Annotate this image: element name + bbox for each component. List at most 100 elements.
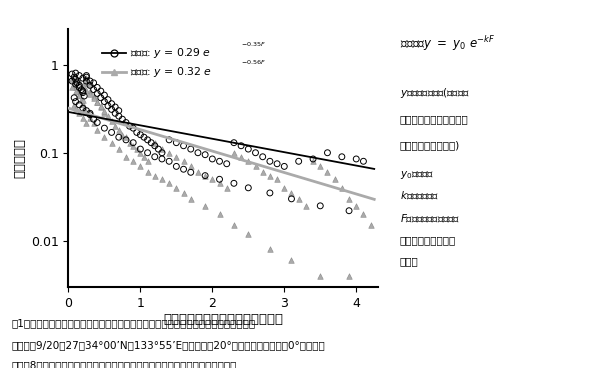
Point — [85, 91, 95, 97]
Text: $k$；　吸光係数: $k$； 吸光係数 — [400, 189, 439, 201]
Point — [150, 143, 159, 149]
Point — [146, 140, 156, 146]
Point — [114, 134, 124, 140]
Point — [82, 75, 91, 81]
Point — [164, 158, 174, 164]
Point — [92, 99, 102, 105]
Point — [129, 143, 138, 149]
Point — [178, 143, 188, 149]
Point — [143, 150, 152, 156]
Point — [229, 150, 239, 156]
Point — [125, 123, 134, 129]
Point — [70, 81, 79, 87]
Point — [139, 134, 149, 140]
Point — [243, 185, 253, 191]
Point — [132, 130, 142, 135]
Point — [359, 212, 368, 217]
Point — [114, 108, 124, 114]
Point — [82, 72, 91, 78]
Point — [92, 91, 102, 96]
Point — [345, 196, 354, 202]
Point — [78, 82, 87, 88]
Point — [157, 156, 167, 162]
Point — [78, 97, 87, 103]
Point — [164, 150, 174, 156]
Point — [80, 93, 89, 99]
Point — [265, 158, 275, 164]
Point — [287, 196, 296, 202]
Point — [71, 105, 80, 111]
Point — [186, 146, 196, 152]
Point — [178, 158, 188, 164]
Point — [315, 163, 325, 169]
Point — [67, 85, 77, 91]
Point — [208, 156, 217, 162]
Point — [71, 70, 80, 76]
Point — [74, 72, 84, 78]
Point — [85, 82, 95, 88]
Point — [258, 169, 268, 175]
Point — [96, 95, 105, 101]
Point — [78, 90, 87, 96]
Text: 傾斜地: $y$ = 0.29 $e$: 傾斜地: $y$ = 0.29 $e$ — [130, 46, 211, 60]
Point — [258, 154, 268, 160]
Point — [250, 150, 260, 156]
Point — [215, 158, 224, 164]
Point — [150, 140, 159, 146]
Point — [315, 203, 325, 209]
Point — [201, 173, 210, 178]
Point — [71, 77, 80, 82]
Point — [150, 173, 159, 178]
Point — [143, 169, 152, 175]
Point — [89, 120, 98, 125]
Point — [322, 150, 332, 156]
Point — [85, 115, 95, 121]
Point — [345, 208, 354, 214]
Point — [171, 140, 181, 146]
Point — [215, 212, 224, 217]
Text: $F$；　群落上部から対象: $F$； 群落上部から対象 — [400, 212, 460, 224]
Point — [104, 97, 113, 103]
Point — [265, 173, 275, 178]
Point — [129, 140, 138, 146]
Point — [74, 82, 84, 88]
Point — [143, 158, 152, 164]
Point — [243, 158, 253, 164]
Point — [337, 185, 347, 191]
Point — [121, 137, 131, 143]
Point — [74, 92, 84, 98]
Point — [265, 247, 275, 252]
Point — [201, 203, 210, 209]
Point — [96, 88, 105, 94]
Point — [178, 166, 188, 172]
Point — [99, 92, 109, 98]
Text: 位置までの積算葉面: 位置までの積算葉面 — [400, 236, 456, 245]
Point — [164, 137, 174, 143]
Point — [80, 105, 89, 111]
Point — [89, 80, 98, 86]
Point — [114, 127, 124, 133]
Point — [70, 102, 79, 108]
Point — [273, 176, 282, 182]
Point — [96, 104, 105, 110]
Point — [74, 92, 84, 98]
Point — [139, 154, 149, 160]
Text: $y$；　相対受光量(群落上の: $y$； 相対受光量(群落上の — [400, 86, 469, 100]
Text: 回帰式；$y\ =\ y_0\ e^{-kF}$: 回帰式；$y\ =\ y_0\ e^{-kF}$ — [400, 35, 495, 53]
Text: $^{-0.56F}$: $^{-0.56F}$ — [241, 60, 266, 68]
Point — [71, 85, 80, 91]
Point — [89, 93, 98, 99]
Point — [136, 150, 145, 156]
Point — [294, 158, 303, 164]
Text: 積指数: 積指数 — [400, 256, 419, 266]
Point — [107, 118, 117, 124]
Point — [82, 78, 91, 84]
Point — [85, 110, 95, 116]
Point — [89, 95, 98, 101]
Point — [186, 169, 196, 175]
Point — [73, 88, 82, 94]
Point — [99, 99, 109, 105]
Point — [118, 116, 127, 122]
Point — [73, 80, 82, 86]
Point — [92, 99, 102, 105]
